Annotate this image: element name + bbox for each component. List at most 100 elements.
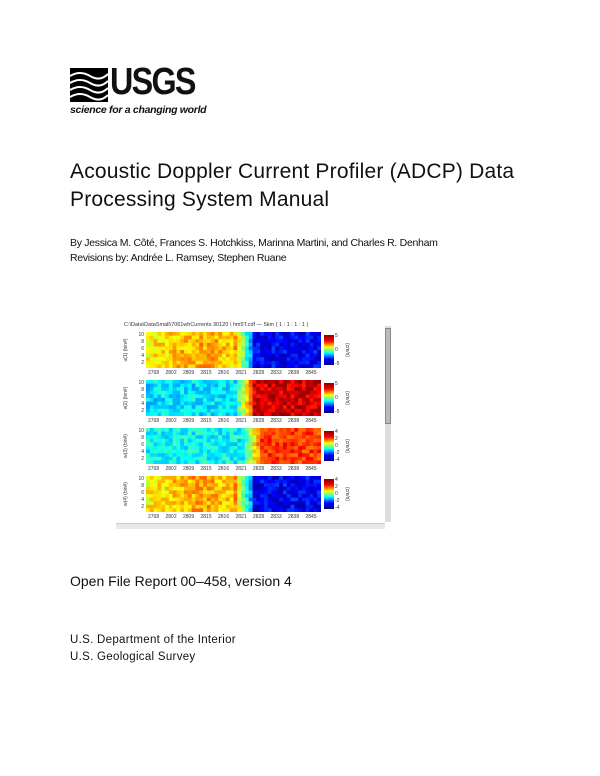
heatmap-cell bbox=[271, 508, 276, 513]
heatmap-cell bbox=[161, 497, 166, 502]
heatmap-cell bbox=[165, 428, 170, 433]
heatmap-cell bbox=[294, 504, 299, 509]
heatmap-cell bbox=[187, 405, 193, 410]
heatmap-cell bbox=[165, 350, 170, 355]
heatmap-cell bbox=[203, 476, 208, 481]
heatmap-cell bbox=[241, 431, 246, 436]
heatmap-cell bbox=[210, 387, 215, 392]
heatmap-cell bbox=[282, 401, 288, 406]
heatmap-cell bbox=[317, 387, 322, 392]
heatmap-cell bbox=[305, 350, 311, 355]
heatmap-cell bbox=[248, 364, 254, 369]
heatmap-cell bbox=[241, 501, 246, 506]
heatmap-cell bbox=[282, 476, 288, 481]
heatmap-cell bbox=[244, 435, 250, 440]
heatmap-cell bbox=[161, 405, 166, 410]
heatmap-cell bbox=[153, 442, 158, 447]
heatmap-cell bbox=[267, 483, 273, 488]
heatmap-cell bbox=[214, 350, 219, 355]
heatmap-cell bbox=[244, 364, 250, 369]
y-tick-label: 6 bbox=[141, 490, 144, 496]
heatmap-cell bbox=[305, 490, 311, 495]
heatmap-cell bbox=[286, 339, 292, 344]
heatmap-cell bbox=[157, 342, 162, 347]
heatmap-cell bbox=[206, 346, 212, 351]
heatmap-cell bbox=[237, 497, 242, 502]
heatmap-cell bbox=[301, 486, 307, 491]
heatmap-cell bbox=[263, 387, 269, 392]
heatmap-cell bbox=[199, 339, 204, 344]
heatmap-cell bbox=[279, 479, 284, 484]
heatmap-cell bbox=[184, 394, 189, 399]
scroll-thumb[interactable] bbox=[385, 328, 391, 424]
heatmap-cell bbox=[286, 390, 292, 395]
heatmap-cell bbox=[191, 490, 196, 495]
heatmap-cell bbox=[263, 453, 269, 458]
horizontal-scrollbar[interactable] bbox=[116, 523, 385, 529]
heatmap-cell bbox=[153, 508, 158, 513]
heatmap-cell bbox=[309, 476, 314, 481]
heatmap-cell bbox=[233, 412, 238, 417]
heatmap-cell bbox=[210, 460, 215, 465]
heatmap-cell bbox=[149, 353, 155, 358]
heatmap-cell bbox=[168, 387, 174, 392]
heatmap-cell bbox=[161, 446, 166, 451]
heatmap-cell bbox=[191, 486, 196, 491]
heatmap-cell bbox=[279, 490, 284, 495]
heatmap-cell bbox=[286, 453, 292, 458]
heatmap-cell bbox=[184, 390, 189, 395]
heatmap-cell bbox=[305, 486, 311, 491]
heatmap-cell bbox=[271, 398, 276, 403]
heatmap-cell bbox=[199, 435, 204, 440]
heatmap-cell bbox=[282, 446, 288, 451]
heatmap-cell bbox=[149, 380, 155, 385]
heatmap-cell bbox=[294, 476, 299, 481]
heatmap-cell bbox=[260, 353, 265, 358]
heatmap-cell bbox=[206, 412, 212, 417]
heatmap-cell bbox=[172, 456, 177, 461]
heatmap-cell bbox=[282, 504, 288, 509]
heatmap-cell bbox=[184, 387, 189, 392]
heatmap-cell bbox=[275, 412, 280, 417]
heatmap-cell bbox=[252, 332, 257, 337]
heatmap-cell bbox=[149, 501, 155, 506]
heatmap-cell bbox=[298, 486, 303, 491]
heatmap-cell bbox=[168, 360, 174, 365]
heatmap-cell bbox=[165, 405, 170, 410]
heatmap-cell bbox=[165, 387, 170, 392]
heatmap-cell bbox=[203, 332, 208, 337]
heatmap bbox=[146, 476, 322, 513]
heatmap-cell bbox=[195, 490, 200, 495]
heatmap-cell bbox=[279, 431, 284, 436]
heatmap-cell bbox=[282, 332, 288, 337]
heatmap-cell bbox=[165, 401, 170, 406]
heatmap-cell bbox=[172, 431, 177, 436]
heatmap-cell bbox=[294, 460, 299, 465]
heatmap-cell bbox=[260, 401, 265, 406]
heatmap-cell bbox=[157, 442, 162, 447]
heatmap-cell bbox=[149, 342, 155, 347]
heatmap-cell bbox=[168, 364, 174, 369]
heatmap-cell bbox=[168, 453, 174, 458]
heatmap-cell bbox=[241, 387, 246, 392]
heatmap-cell bbox=[279, 405, 284, 410]
heatmap-cell bbox=[203, 387, 208, 392]
heatmap-cell bbox=[248, 380, 254, 385]
heatmap-cell bbox=[267, 460, 273, 465]
heatmap-cell bbox=[233, 353, 238, 358]
heatmap-cell bbox=[256, 332, 261, 337]
heatmap-cell bbox=[199, 460, 204, 465]
vertical-scrollbar[interactable] bbox=[385, 326, 391, 522]
heatmap-cell bbox=[317, 504, 322, 509]
heatmap-cell bbox=[279, 398, 284, 403]
heatmap-cell bbox=[225, 483, 231, 488]
heatmap-cell bbox=[199, 390, 204, 395]
heatmap-cell bbox=[218, 508, 223, 513]
heatmap-cell bbox=[275, 435, 280, 440]
heatmap-cell bbox=[271, 342, 276, 347]
heatmap-cell bbox=[203, 339, 208, 344]
heatmap-cell bbox=[317, 342, 322, 347]
heatmap-cell bbox=[267, 401, 273, 406]
heatmap-cell bbox=[301, 479, 307, 484]
heatmap-cell bbox=[184, 476, 189, 481]
